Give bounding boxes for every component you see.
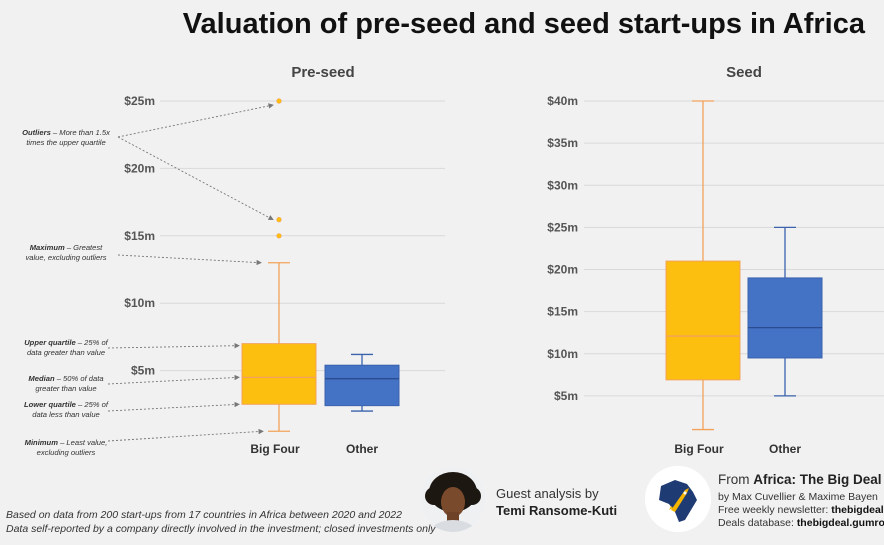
annotation-line-2: value, excluding outliers bbox=[25, 253, 106, 262]
annotation-pointer bbox=[117, 254, 262, 266]
annotation-pointer bbox=[107, 401, 240, 412]
annotation-term: Outliers bbox=[22, 128, 51, 137]
annotation-desc: – 25% of bbox=[76, 400, 109, 409]
brand-title: From Africa: The Big Deal bbox=[718, 472, 882, 487]
box-iqr bbox=[324, 364, 400, 407]
guest-credit: Guest analysis by Temi Ransome-Kuti bbox=[420, 466, 680, 536]
x-category-label: Other bbox=[346, 442, 378, 456]
guest-avatar bbox=[420, 466, 486, 532]
annotation-line-2: data greater than value bbox=[27, 348, 105, 357]
box-iqr bbox=[241, 343, 317, 405]
y-tick-label: $20m bbox=[124, 161, 155, 175]
annotation-desc: – More than 1.5x bbox=[51, 128, 111, 137]
y-tick-label: $10m bbox=[124, 296, 155, 310]
x-category-label: Big Four bbox=[250, 442, 300, 456]
x-category-label: Big Four bbox=[674, 442, 724, 456]
x-category-label: Other bbox=[769, 442, 801, 456]
y-tick-label: $15m bbox=[124, 229, 155, 243]
y-tick-label: $40m bbox=[547, 94, 578, 108]
brand-credit: From Africa: The Big Deal by Max Cuvelli… bbox=[645, 466, 884, 536]
y-tick-label: $30m bbox=[547, 178, 578, 192]
brand-newsletter-link[interactable]: thebigdeal. bbox=[831, 504, 884, 516]
annotation-desc: – Greatest bbox=[65, 243, 103, 252]
annotation-line-2: greater than value bbox=[35, 384, 96, 393]
brand-newsletter: Free weekly newsletter: thebigdeal. bbox=[718, 504, 884, 516]
box-iqr bbox=[665, 260, 741, 381]
brand-authors: by Max Cuvellier & Maxime Bayen bbox=[718, 491, 878, 503]
y-tick-label: $25m bbox=[124, 94, 155, 108]
brand-database: Deals database: thebigdeal.gumroa bbox=[718, 517, 884, 529]
box-series-big-four bbox=[665, 100, 741, 431]
annotation-desc: – Least value, bbox=[58, 438, 107, 447]
annotation-minimum: Minimum – Least value,excluding outliers bbox=[25, 428, 264, 457]
guest-label: Guest analysis by bbox=[496, 486, 599, 501]
chart-title: Pre-seed bbox=[291, 64, 354, 81]
box-series-big-four bbox=[241, 98, 317, 432]
y-tick-label: $10m bbox=[547, 347, 578, 361]
y-tick-label: $5m bbox=[554, 389, 578, 403]
y-tick-label: $25m bbox=[547, 220, 578, 234]
annotation-pointer bbox=[117, 103, 274, 138]
outlier-point bbox=[276, 233, 282, 239]
annotation-term: Lower quartile bbox=[24, 400, 77, 409]
chart-title: Seed bbox=[726, 64, 762, 81]
annotation-line-1: Lower quartile – 25% of bbox=[24, 400, 109, 409]
africa-rocket-logo-icon bbox=[645, 466, 711, 532]
y-tick-label: $20m bbox=[547, 263, 578, 277]
footnote-line-1: Based on data from 200 start-ups from 17… bbox=[6, 509, 402, 521]
brand-database-link[interactable]: thebigdeal.gumroa bbox=[796, 517, 884, 529]
annotation-pointer bbox=[117, 136, 274, 221]
annotation-pointer bbox=[107, 428, 264, 442]
annotation-line-1: Maximum – Greatest bbox=[30, 243, 103, 252]
annotation-desc: – 50% of data bbox=[55, 374, 104, 383]
annotation-term: Minimum bbox=[25, 438, 59, 447]
outlier-point bbox=[276, 217, 282, 223]
annotation-line-2: times the upper quartile bbox=[26, 138, 105, 147]
annotation-pointer bbox=[107, 343, 240, 349]
y-tick-label: $35m bbox=[547, 136, 578, 150]
guest-name: Temi Ransome-Kuti bbox=[496, 503, 618, 518]
annotation-line-2: excluding outliers bbox=[37, 448, 96, 457]
outlier-point bbox=[276, 98, 282, 104]
annotation-line-1: Minimum – Least value, bbox=[25, 438, 108, 447]
chart-panel-seed: Seed $5m $10m $15m $20m $25m $30m $35m $40m Big F… bbox=[547, 64, 884, 456]
annotation-term: Median bbox=[28, 374, 55, 383]
main-title: Valuation of pre-seed and seed start-ups… bbox=[183, 8, 866, 40]
chart-panel-pre-seed: Pre-seed $5m $10m $15m $20m $25m Big Four Other… bbox=[22, 64, 445, 457]
annotation-pointer bbox=[107, 374, 240, 385]
annotation-line-1: Median – 50% of data bbox=[28, 374, 103, 383]
annotation-line-2: data less than value bbox=[32, 410, 100, 419]
box-series-other bbox=[747, 226, 823, 397]
annotation-line-1: Upper quartile – 25% of bbox=[24, 338, 108, 347]
box-series-other bbox=[324, 353, 400, 412]
footnote-line-2: Data self-reported by a company directly… bbox=[6, 523, 436, 535]
y-tick-label: $5m bbox=[131, 364, 155, 378]
annotation-term: Maximum bbox=[30, 243, 65, 252]
annotation-line-1: Outliers – More than 1.5x bbox=[22, 128, 111, 137]
annotation-term: Upper quartile bbox=[24, 338, 76, 347]
brand-name: Africa: The Big Deal bbox=[753, 472, 882, 487]
y-tick-label: $15m bbox=[547, 305, 578, 319]
annotation-desc: – 25% of bbox=[76, 338, 109, 347]
box-iqr bbox=[747, 277, 823, 359]
